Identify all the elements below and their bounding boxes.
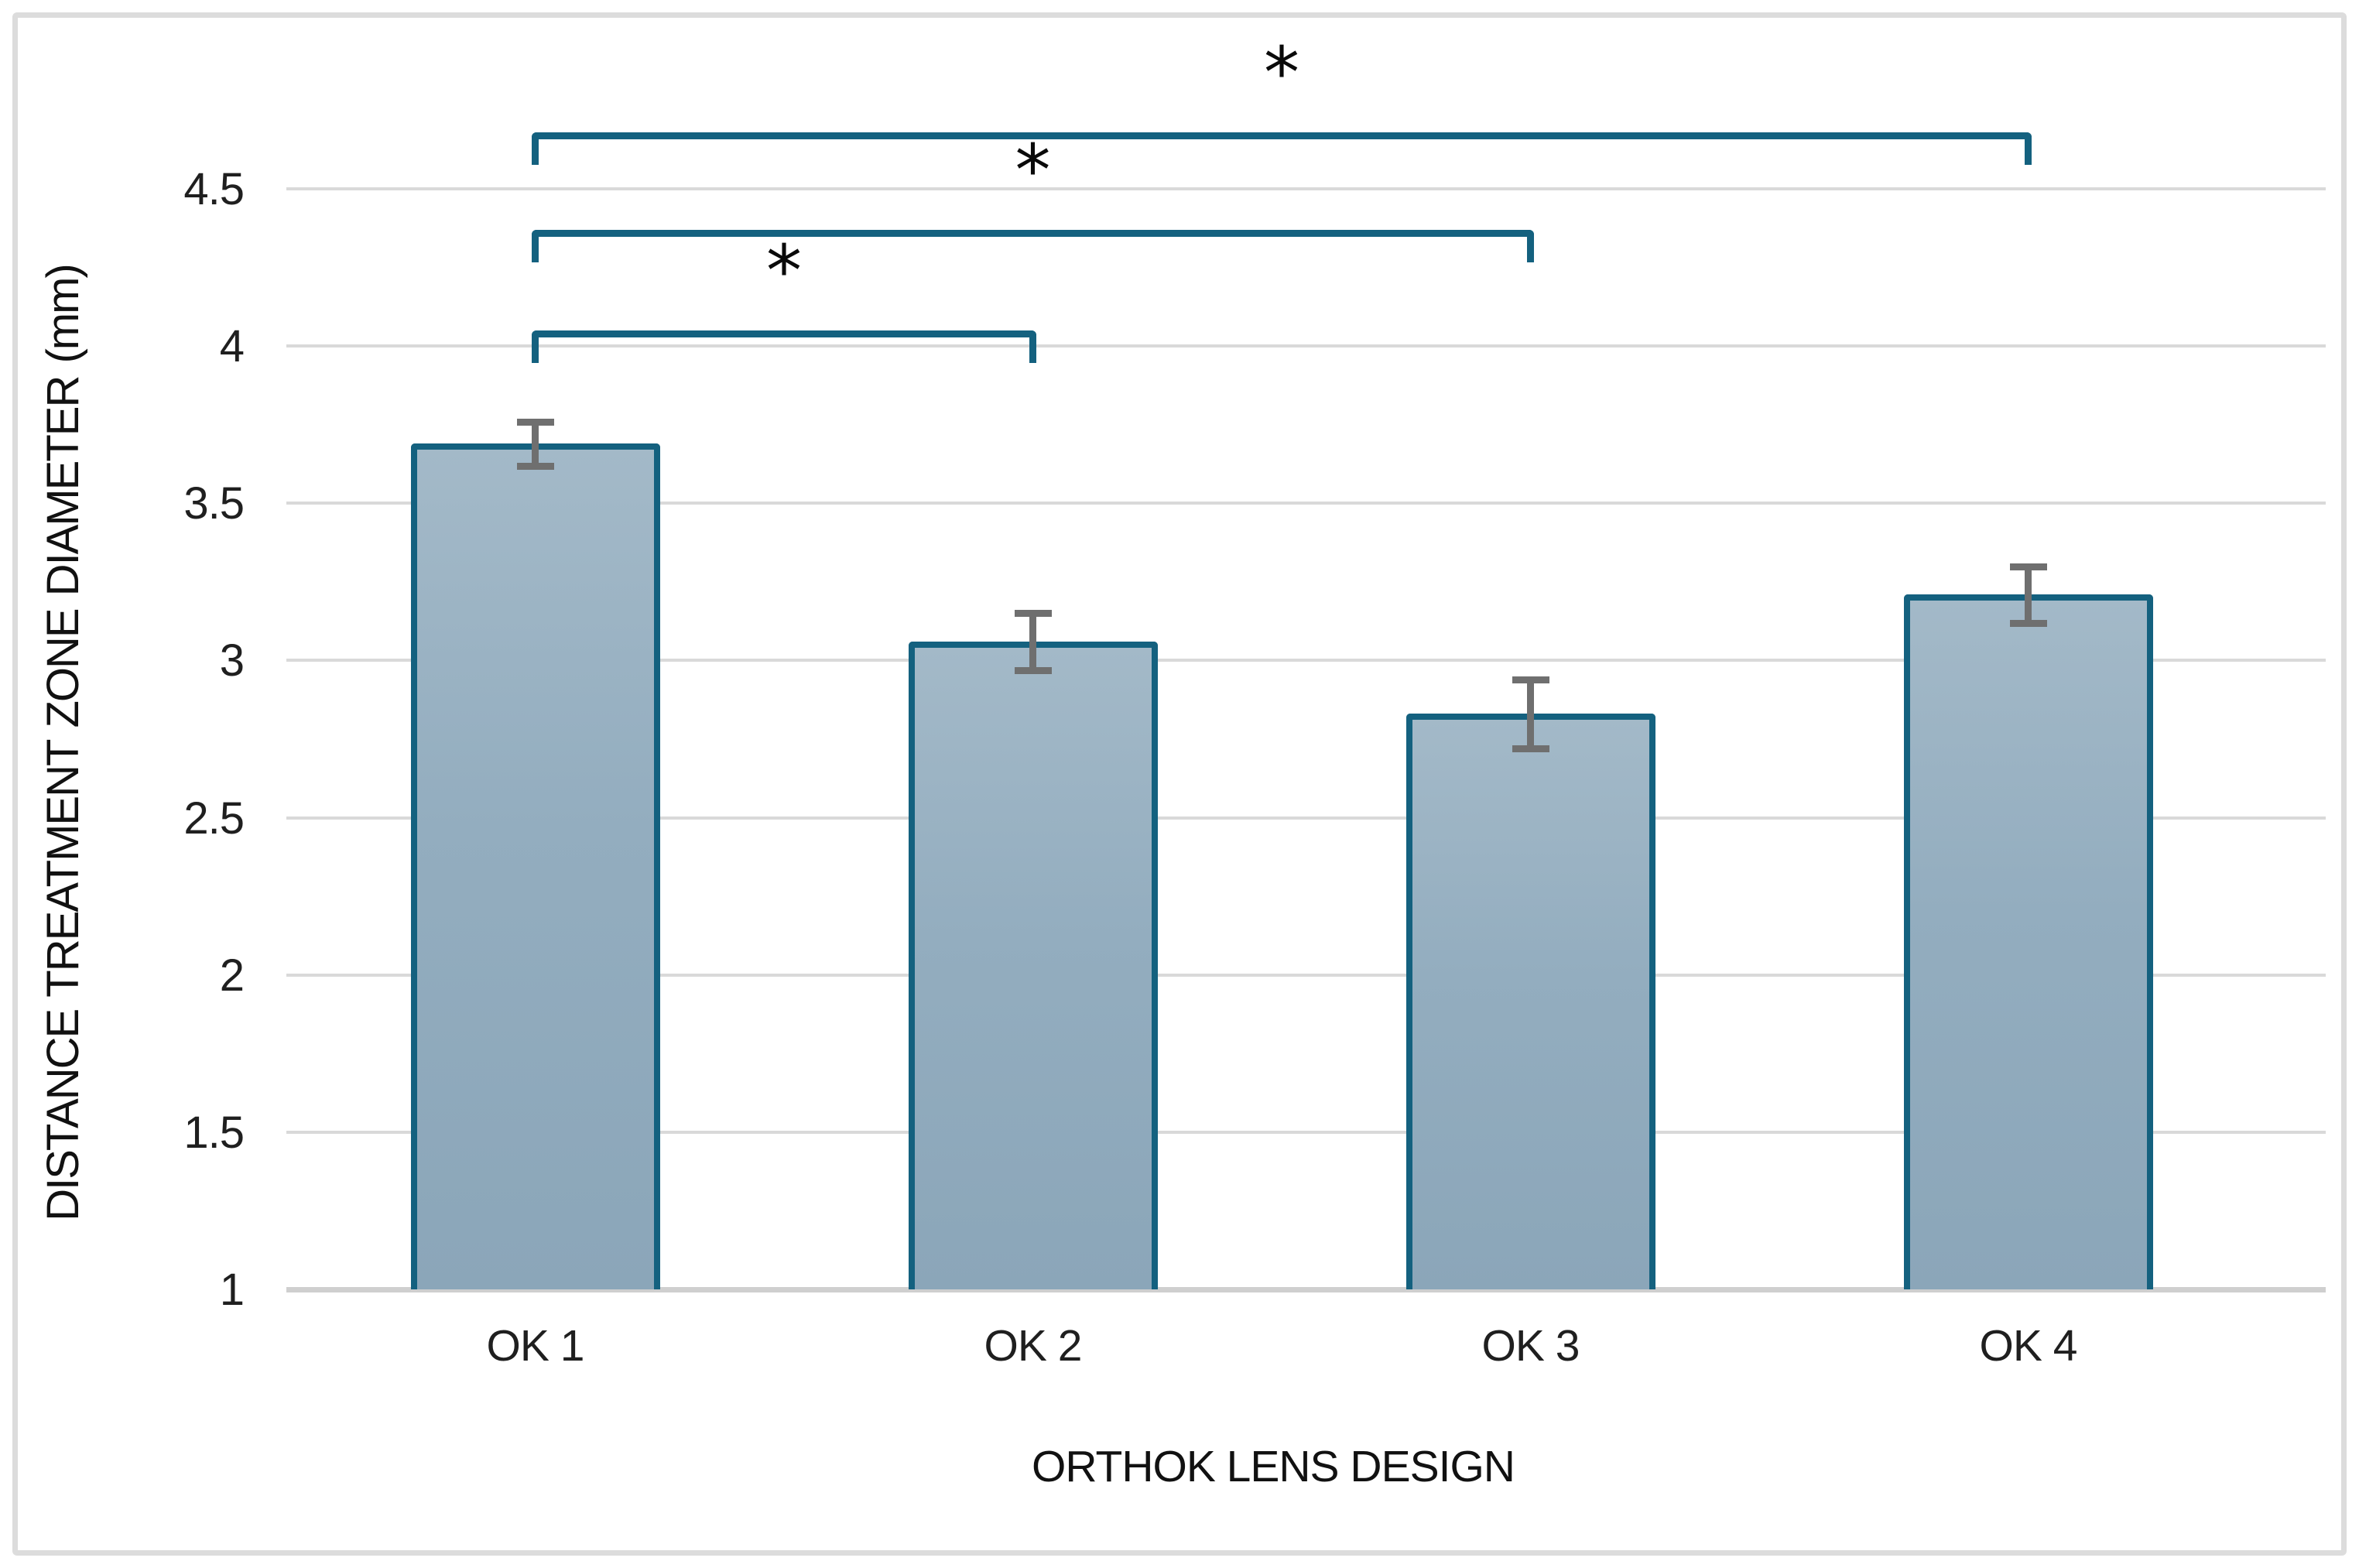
error-bar-bottom-cap bbox=[1014, 666, 1052, 674]
significance-bracket-ok-1-ok-2 bbox=[532, 330, 1036, 363]
x-axis-title: ORTHOK LENS DESIGN bbox=[1032, 1442, 1515, 1491]
y-tick-label: 4 bbox=[219, 321, 245, 372]
error-bar-top-cap bbox=[2009, 563, 2047, 570]
y-tick-label: 2.5 bbox=[183, 793, 245, 844]
error-bar bbox=[1029, 613, 1036, 670]
bar-ok-4 bbox=[1903, 594, 2153, 1289]
error-bar-bottom-cap bbox=[2009, 619, 2047, 627]
y-tick-label: 4.5 bbox=[183, 164, 245, 214]
error-bar-top-cap bbox=[516, 418, 554, 426]
y-tick-label: 1.5 bbox=[183, 1107, 245, 1158]
error-bar bbox=[1527, 679, 1534, 749]
significance-marker: * bbox=[766, 229, 802, 313]
significance-marker: * bbox=[1015, 128, 1051, 212]
x-axis-label-ok-2: OK 2 bbox=[984, 1321, 1083, 1371]
gridline bbox=[286, 816, 2326, 820]
x-axis-label-ok-1: OK 1 bbox=[486, 1321, 585, 1371]
x-axis-label-ok-4: OK 4 bbox=[1979, 1321, 2078, 1371]
y-tick-label: 3 bbox=[219, 635, 245, 686]
bar-ok-3 bbox=[1405, 714, 1655, 1289]
gridline bbox=[286, 1130, 2326, 1134]
x-axis-label-ok-3: OK 3 bbox=[1481, 1321, 1580, 1371]
x-axis-line bbox=[286, 1287, 2326, 1292]
bar-ok-1 bbox=[410, 443, 660, 1289]
y-tick-label: 1 bbox=[219, 1265, 245, 1315]
error-bar bbox=[532, 421, 539, 466]
gridline bbox=[286, 502, 2326, 505]
significance-marker: * bbox=[1264, 31, 1299, 115]
gridline bbox=[286, 973, 2326, 977]
error-bar-top-cap bbox=[1512, 676, 1549, 683]
gridline bbox=[286, 187, 2326, 190]
y-tick-label: 3.5 bbox=[183, 478, 245, 529]
error-bar-bottom-cap bbox=[1512, 745, 1549, 753]
y-tick-label: 2 bbox=[219, 950, 245, 1001]
bar-ok-2 bbox=[908, 642, 1158, 1289]
error-bar bbox=[2025, 566, 2032, 623]
gridline bbox=[286, 659, 2326, 662]
significance-bracket-ok-1-ok-4 bbox=[532, 132, 2032, 165]
gridline bbox=[286, 344, 2326, 348]
error-bar-bottom-cap bbox=[516, 462, 554, 470]
error-bar-top-cap bbox=[1014, 610, 1052, 618]
significance-bracket-ok-1-ok-3 bbox=[532, 229, 1534, 262]
